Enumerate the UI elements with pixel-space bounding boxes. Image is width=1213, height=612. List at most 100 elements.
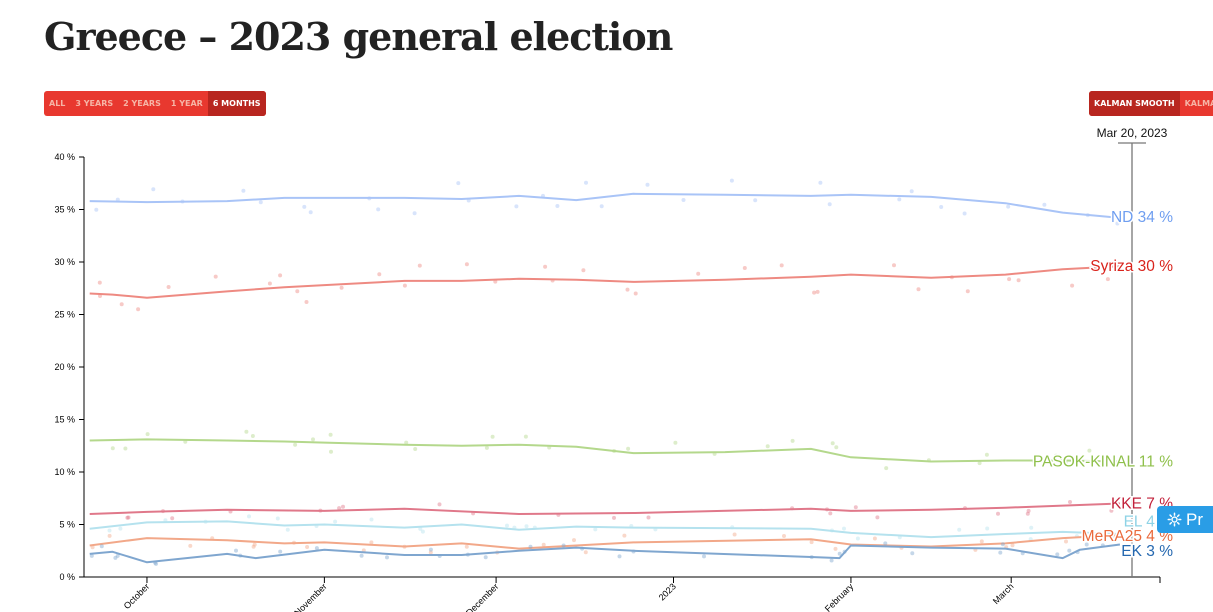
range-all-button[interactable]: ALL bbox=[49, 99, 66, 108]
poll-dot-syriza bbox=[166, 285, 171, 289]
poll-dot-pasok-kinal bbox=[834, 445, 839, 450]
smoothing-selector: KALMAN SMOOTH KALMAN bbox=[1089, 91, 1213, 116]
poll-dot-kke bbox=[337, 506, 342, 511]
poll-dot-syriza bbox=[267, 281, 272, 286]
poll-dot-el bbox=[524, 524, 529, 529]
series-syriza bbox=[89, 262, 1120, 312]
poll-dot-ek bbox=[910, 551, 915, 556]
poll-dot-ek bbox=[883, 541, 888, 546]
range-2-years-button[interactable]: 2 YEARS bbox=[123, 99, 161, 108]
poll-dot-kke bbox=[875, 515, 880, 520]
poll-dot-mera25 bbox=[252, 542, 257, 547]
poll-dot-pasok-kinal bbox=[984, 452, 989, 457]
poll-dot-pasok-kinal bbox=[1087, 448, 1092, 453]
poll-dot-ek bbox=[1084, 542, 1089, 547]
poll-dot-mera25 bbox=[251, 544, 256, 549]
poll-dot-el bbox=[505, 523, 509, 528]
poll-dot-syriza bbox=[97, 280, 102, 285]
poll-dot-el bbox=[247, 514, 251, 519]
poll-dot-syriza bbox=[339, 285, 344, 290]
poll-dot-syriza bbox=[1016, 278, 1021, 283]
poll-dot-el bbox=[418, 526, 423, 531]
poll-dot-ek bbox=[314, 546, 319, 551]
trend-line-nd bbox=[89, 192, 1120, 219]
trend-line-el bbox=[89, 520, 1120, 539]
y-tick-label: 35 % bbox=[54, 205, 75, 215]
y-tick-label: 40 % bbox=[54, 152, 75, 162]
poll-dot-ek bbox=[115, 553, 120, 558]
series-el bbox=[89, 514, 1120, 542]
x-tick-label: November bbox=[292, 581, 328, 612]
poll-dot-el bbox=[285, 527, 290, 532]
poll-dot-kke bbox=[853, 505, 858, 510]
poll-dot-el bbox=[985, 526, 990, 531]
x-tick-label: March bbox=[991, 581, 1016, 606]
range-3-years-button[interactable]: 3 YEARS bbox=[75, 99, 114, 108]
poll-dot-el bbox=[369, 517, 374, 522]
preferences-button[interactable]: Pr bbox=[1157, 506, 1213, 533]
poll-dot-syriza bbox=[892, 263, 896, 268]
poll-dot-mera25 bbox=[732, 532, 737, 537]
poll-dot-pasok-kinal bbox=[790, 438, 795, 443]
poll-dot-syriza bbox=[295, 289, 300, 294]
range-1-year-button[interactable]: 1 YEAR bbox=[170, 99, 203, 108]
series-kke bbox=[89, 500, 1120, 521]
smooth-kalman-button[interactable]: KALMAN bbox=[1184, 99, 1213, 108]
poll-dot-nd bbox=[302, 204, 307, 209]
y-tick-label: 15 % bbox=[54, 415, 75, 425]
poll-dot-mera25 bbox=[979, 539, 984, 544]
poll-dot-mera25 bbox=[809, 540, 814, 545]
x-tick-label: December bbox=[464, 581, 500, 612]
poll-dot-ek bbox=[1000, 542, 1005, 547]
preferences-label: Pr bbox=[1186, 510, 1203, 529]
range-6-months-button[interactable]: 6 MONTHS bbox=[207, 91, 266, 116]
poll-dot-syriza bbox=[1070, 283, 1075, 288]
poll-dot-pasok-kinal bbox=[626, 446, 631, 451]
poll-dot-syriza bbox=[1007, 277, 1012, 282]
poll-dot-mera25 bbox=[428, 550, 433, 555]
poll-dot-ek bbox=[1055, 552, 1060, 557]
poll-dot-kke bbox=[1109, 508, 1114, 513]
poll-dot-ek bbox=[837, 551, 842, 556]
poll-dot-nd bbox=[555, 204, 560, 208]
poll-dot-mera25 bbox=[107, 533, 112, 538]
poll-dot-mera25 bbox=[622, 533, 627, 538]
poll-dot-kke bbox=[996, 511, 1000, 516]
poll-dot-kke bbox=[1068, 500, 1072, 504]
poll-dot-nd bbox=[599, 204, 604, 209]
poll-dot-pasok-kinal bbox=[1054, 453, 1058, 458]
poll-dot-nd bbox=[308, 210, 313, 215]
poll-dot-ek bbox=[113, 555, 118, 560]
poll-dot-nd bbox=[897, 197, 902, 202]
poll-dot-kke bbox=[612, 515, 616, 520]
poll-dot-ek bbox=[385, 555, 389, 560]
x-tick-label: October bbox=[122, 581, 152, 611]
poll-dot-mera25 bbox=[1064, 539, 1068, 544]
poll-dot-el bbox=[957, 527, 962, 532]
poll-dot-el bbox=[855, 536, 860, 541]
poll-dot-pasok-kinal bbox=[250, 434, 255, 438]
poll-dot-mera25 bbox=[782, 534, 786, 538]
series-label-syriza: Syriza 30 % bbox=[1090, 258, 1173, 275]
smooth-kalman-smooth-button[interactable]: KALMAN SMOOTH bbox=[1089, 91, 1180, 116]
poll-dot-kke bbox=[125, 515, 130, 520]
poll-dot-nd bbox=[827, 202, 832, 207]
poll-dot-ek bbox=[829, 558, 834, 563]
poll-dot-pasok-kinal bbox=[110, 446, 115, 451]
poll-dot-ek bbox=[89, 553, 94, 558]
poll-dot-nd bbox=[645, 182, 650, 187]
trend-line-mera25 bbox=[89, 534, 1120, 550]
poll-dot-nd bbox=[412, 211, 417, 216]
poll-dot-pasok-kinal bbox=[293, 442, 298, 447]
series-label-ek: EK 3 % bbox=[1121, 543, 1173, 560]
poll-dot-kke bbox=[1026, 508, 1031, 513]
poll-dot-ek bbox=[1067, 548, 1072, 553]
y-tick-label: 5 % bbox=[59, 520, 75, 530]
poll-dot-nd bbox=[1115, 221, 1120, 226]
poll-dot-kke bbox=[828, 511, 833, 516]
poll-dot-ek bbox=[278, 549, 283, 554]
poll-dot-pasok-kinal bbox=[413, 447, 418, 451]
y-tick-label: 0 % bbox=[59, 572, 75, 582]
trend-line-ek bbox=[89, 543, 1121, 564]
poll-dot-el bbox=[275, 516, 280, 521]
